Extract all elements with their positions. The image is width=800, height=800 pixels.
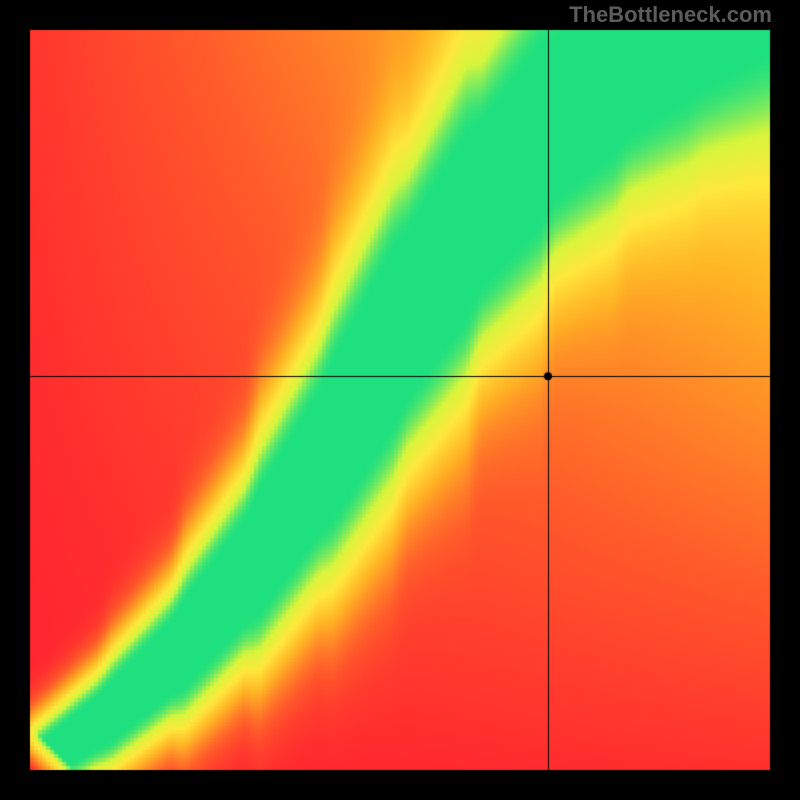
heatmap-canvas [0,0,800,800]
watermark-text: TheBottleneck.com [569,2,772,28]
chart-container: TheBottleneck.com [0,0,800,800]
